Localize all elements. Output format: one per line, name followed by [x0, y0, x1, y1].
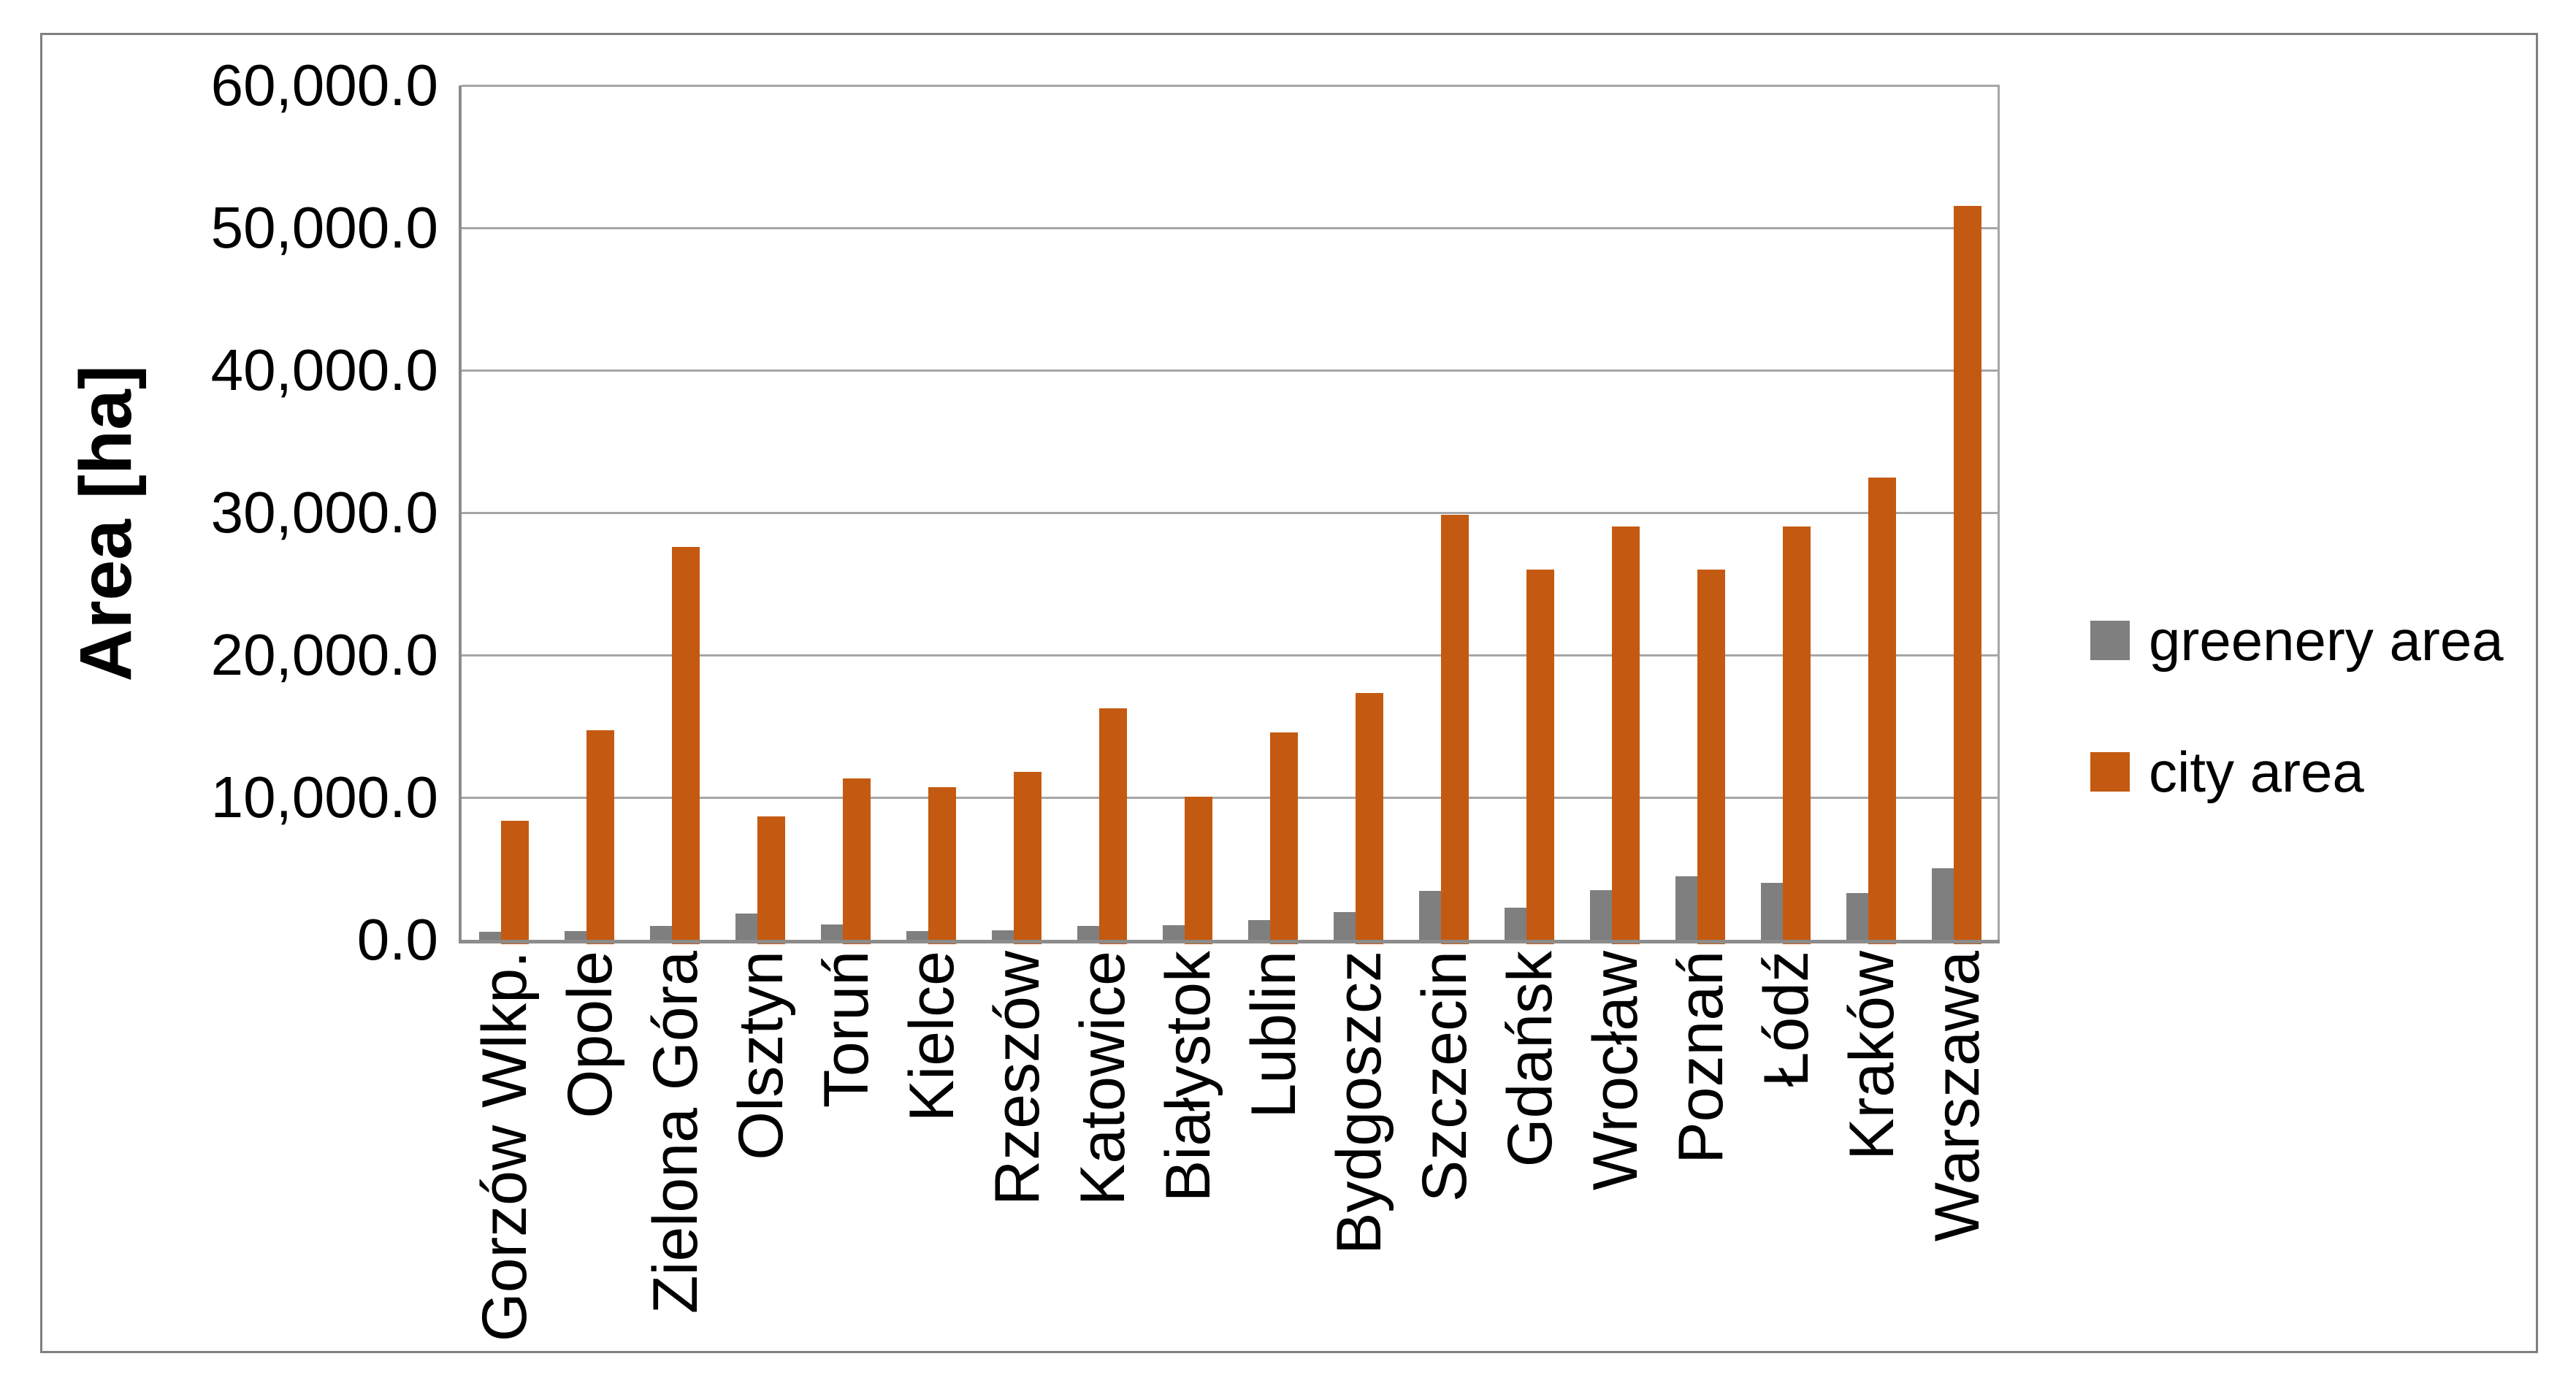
- bar-greenery-area-Kielce: [906, 931, 928, 940]
- bar-city-area-Gdańsk: [1526, 570, 1554, 944]
- x-axis-label-Warszawa: Warszawa: [1922, 951, 1992, 1242]
- x-axis-label-Gorzów Wlkp.: Gorzów Wlkp.: [469, 951, 540, 1342]
- bar-greenery-area-Bydgoszcz: [1334, 912, 1356, 940]
- bar-group-Kielce: [889, 85, 974, 944]
- bar-group-Zielona Góra: [632, 85, 718, 944]
- x-axis-label-Gdańsk: Gdańsk: [1494, 951, 1565, 1168]
- x-axis-label-Białystok: Białystok: [1153, 951, 1223, 1203]
- bar-group-Bydgoszcz: [1316, 85, 1402, 944]
- legend-swatch-city-area: [2090, 752, 2130, 792]
- bar-group-Kraków: [1829, 85, 1914, 944]
- bar-group-Katowice: [1060, 85, 1145, 944]
- bar-group-Lublin: [1231, 85, 1316, 944]
- bar-greenery-area-Gdańsk: [1505, 908, 1526, 940]
- bar-city-area-Olsztyn: [757, 816, 785, 944]
- bar-city-area-Katowice: [1099, 708, 1127, 944]
- bar-city-area-Kraków: [1868, 478, 1896, 944]
- legend-item-greenery-area: greenery area: [2090, 600, 2504, 681]
- bar-greenery-area-Opole: [565, 931, 586, 940]
- bar-city-area-Białystok: [1185, 797, 1212, 944]
- bar-city-area-Bydgoszcz: [1356, 693, 1383, 944]
- x-axis-label-Toruń: Toruń: [811, 951, 882, 1109]
- bar-group-Gorzów Wlkp.: [462, 85, 547, 944]
- bar-group-Toruń: [803, 85, 889, 944]
- y-tick-label: 60,000.0: [210, 53, 438, 118]
- x-axis-label-Wrocław: Wrocław: [1580, 951, 1651, 1191]
- x-axis-label-Zielona Góra: Zielona Góra: [640, 951, 711, 1314]
- gridline: [462, 370, 2000, 372]
- bar-group-Poznań: [1658, 85, 1743, 944]
- x-axis-label-Łódź: Łódź: [1751, 951, 1822, 1087]
- bar-city-area-Łódź: [1783, 527, 1811, 944]
- bar-group-Szczecin: [1402, 85, 1487, 944]
- bar-group-Opole: [547, 85, 632, 944]
- bar-group-Warszawa: [1914, 85, 2000, 944]
- y-axis-title: Area [ha]: [65, 365, 147, 682]
- bar-greenery-area-Łódź: [1761, 883, 1783, 940]
- bar-group-Łódź: [1743, 85, 1829, 944]
- bar-city-area-Gorzów Wlkp.: [501, 821, 529, 944]
- x-axis-label-Opole: Opole: [554, 951, 625, 1119]
- gridline: [462, 227, 2000, 229]
- bar-greenery-area-Olsztyn: [735, 914, 757, 940]
- bar-greenery-area-Katowice: [1077, 926, 1099, 940]
- x-axis-line: [459, 940, 2000, 943]
- x-axis-label-Rzeszów: Rzeszów: [982, 951, 1052, 1206]
- x-axis-label-Lublin: Lublin: [1238, 951, 1309, 1119]
- chart-border: [40, 33, 2538, 1353]
- gridline: [462, 85, 2000, 87]
- y-tick-label: 0.0: [356, 907, 438, 972]
- x-axis-label-Bydgoszcz: Bydgoszcz: [1323, 951, 1394, 1255]
- bar-group-Rzeszów: [974, 85, 1060, 944]
- x-axis-label-Kielce: Kielce: [896, 951, 967, 1122]
- y-tick-label: 50,000.0: [210, 195, 438, 260]
- bar-city-area-Szczecin: [1441, 515, 1469, 944]
- x-axis-label-Szczecin: Szczecin: [1409, 951, 1480, 1203]
- bar-city-area-Poznań: [1697, 570, 1725, 944]
- legend-label: city area: [2149, 739, 2364, 804]
- bar-greenery-area-Gorzów Wlkp.: [479, 932, 501, 940]
- bar-city-area-Lublin: [1270, 732, 1298, 944]
- bar-city-area-Kielce: [928, 787, 956, 944]
- plot-right-border: [1998, 85, 2000, 940]
- bar-greenery-area-Kraków: [1846, 893, 1868, 940]
- bar-greenery-area-Szczecin: [1419, 891, 1441, 940]
- legend-label: greenery area: [2149, 608, 2504, 673]
- gridline: [462, 654, 2000, 656]
- bar-city-area-Opole: [586, 730, 614, 944]
- bar-city-area-Wrocław: [1612, 527, 1640, 944]
- bar-greenery-area-Białystok: [1163, 925, 1185, 940]
- bar-group-Wrocław: [1572, 85, 1658, 944]
- bar-greenery-area-Warszawa: [1932, 868, 1954, 940]
- x-axis-label-Olsztyn: Olsztyn: [725, 951, 796, 1160]
- y-tick-label: 30,000.0: [210, 480, 438, 545]
- x-axis-label-Kraków: Kraków: [1836, 951, 1907, 1160]
- legend-swatch-greenery-area: [2090, 621, 2130, 660]
- bar-city-area-Toruń: [843, 778, 871, 944]
- bar-greenery-area-Lublin: [1248, 920, 1270, 940]
- bar-city-area-Warszawa: [1954, 206, 1981, 944]
- bar-greenery-area-Toruń: [821, 924, 843, 940]
- bar-greenery-area-Poznań: [1675, 876, 1697, 940]
- plot-area: [459, 85, 2000, 944]
- legend-item-city-area: city area: [2090, 732, 2364, 812]
- bar-group-Olsztyn: [718, 85, 803, 944]
- y-tick-label: 40,000.0: [210, 337, 438, 402]
- x-axis-label-Katowice: Katowice: [1067, 951, 1138, 1206]
- bar-group-Gdańsk: [1487, 85, 1572, 944]
- bar-greenery-area-Wrocław: [1590, 890, 1612, 940]
- y-tick-label: 10,000.0: [210, 765, 438, 830]
- gridline: [462, 512, 2000, 514]
- gridline: [462, 797, 2000, 799]
- y-tick-label: 20,000.0: [210, 622, 438, 687]
- bar-group-Białystok: [1145, 85, 1231, 944]
- y-axis-line: [459, 85, 462, 940]
- x-axis-label-Poznań: Poznań: [1665, 951, 1736, 1164]
- bar-city-area-Zielona Góra: [672, 547, 700, 944]
- bar-greenery-area-Rzeszów: [992, 930, 1014, 940]
- bar-greenery-area-Zielona Góra: [650, 926, 672, 940]
- bar-city-area-Rzeszów: [1014, 772, 1042, 944]
